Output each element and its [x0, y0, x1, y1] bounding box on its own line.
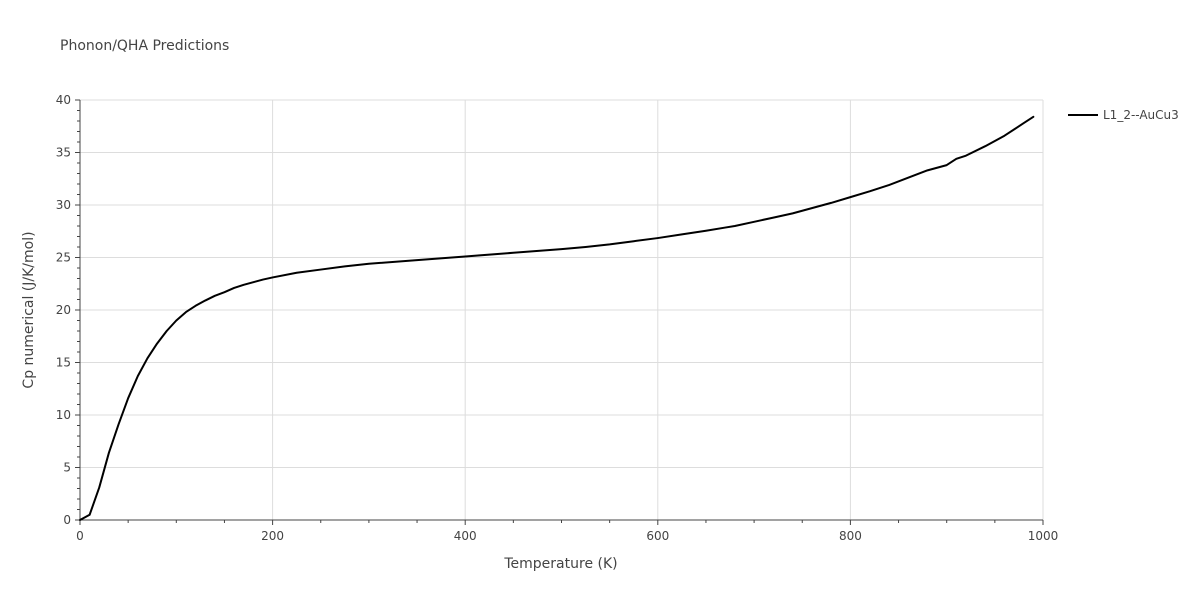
legend-label: L1_2--AuCu3: [1103, 108, 1179, 122]
y-tick-label: 10: [56, 408, 71, 422]
x-tick-label: 1000: [1028, 529, 1059, 543]
y-tick-label: 0: [63, 513, 71, 527]
axes: [75, 99, 1044, 525]
y-tick-label: 5: [63, 461, 71, 475]
y-tick-label: 20: [56, 303, 71, 317]
x-tick-label: 0: [76, 529, 84, 543]
y-tick-label: 25: [56, 251, 71, 265]
x-tick-label: 600: [646, 529, 669, 543]
series-group: [79, 115, 1035, 521]
x-tick-labels: 0 200 400 600 800 1000: [76, 529, 1058, 543]
x-tick-label: 800: [839, 529, 862, 543]
y-axis-label: Cp numerical (J/K/mol): [21, 231, 37, 388]
x-axis-label: Temperature (K): [503, 556, 617, 572]
y-tick-label: 30: [56, 198, 71, 212]
y-tick-labels: 0 5 10 15 20 25 30 35 40: [56, 93, 71, 527]
y-tick-label: 15: [56, 356, 71, 370]
grid: [80, 99, 1044, 520]
y-tick-label: 35: [56, 146, 71, 160]
x-tick-label: 400: [454, 529, 477, 543]
y-tick-label: 40: [56, 93, 71, 107]
series-line-0: [79, 115, 1035, 521]
chart-title: Phonon/QHA Predictions: [60, 38, 229, 54]
x-tick-label: 200: [261, 529, 284, 543]
legend[interactable]: L1_2--AuCu3: [1068, 108, 1179, 122]
